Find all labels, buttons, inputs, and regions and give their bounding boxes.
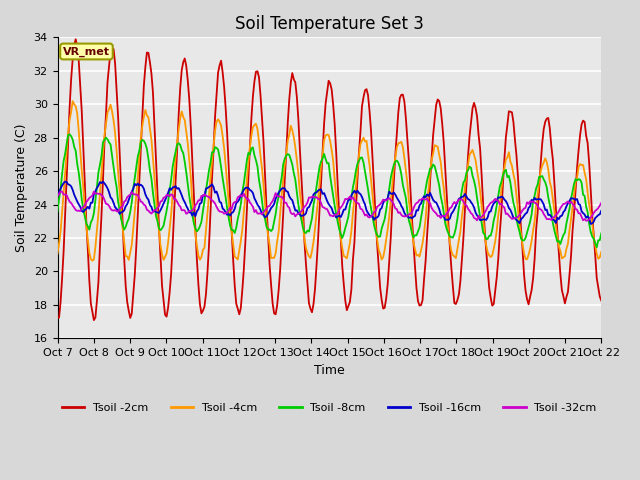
Tsoil -2cm bbox=[597, 298, 605, 303]
Title: Soil Temperature Set 3: Soil Temperature Set 3 bbox=[235, 15, 424, 33]
Tsoil -16cm bbox=[122, 204, 129, 209]
Tsoil -4cm bbox=[237, 239, 244, 244]
X-axis label: Time: Time bbox=[314, 363, 345, 376]
Line: Tsoil -8cm: Tsoil -8cm bbox=[58, 134, 601, 247]
Tsoil -2cm bbox=[570, 211, 578, 216]
Tsoil -32cm bbox=[597, 200, 605, 206]
Tsoil -32cm bbox=[122, 198, 129, 204]
Tsoil -16cm bbox=[293, 207, 301, 213]
Tsoil -2cm bbox=[294, 116, 302, 122]
Tsoil -8cm bbox=[597, 230, 605, 236]
Tsoil -32cm bbox=[217, 209, 225, 215]
Tsoil -8cm bbox=[54, 209, 61, 215]
Tsoil -8cm bbox=[244, 150, 252, 156]
Tsoil -2cm bbox=[237, 305, 244, 311]
Legend: Tsoil -2cm, Tsoil -4cm, Tsoil -8cm, Tsoil -16cm, Tsoil -32cm: Tsoil -2cm, Tsoil -4cm, Tsoil -8cm, Tsoi… bbox=[58, 398, 601, 417]
Tsoil -32cm bbox=[236, 193, 243, 199]
Line: Tsoil -32cm: Tsoil -32cm bbox=[58, 192, 601, 221]
Tsoil -16cm bbox=[61, 179, 69, 184]
Tsoil -32cm bbox=[293, 212, 301, 217]
Tsoil -8cm bbox=[217, 164, 225, 170]
Tsoil -4cm bbox=[54, 251, 61, 257]
Line: Tsoil -4cm: Tsoil -4cm bbox=[58, 101, 601, 261]
Tsoil -4cm bbox=[88, 258, 96, 264]
Tsoil -32cm bbox=[582, 218, 590, 224]
Y-axis label: Soil Temperature (C): Soil Temperature (C) bbox=[15, 123, 28, 252]
Tsoil -8cm bbox=[593, 244, 600, 250]
Tsoil -2cm bbox=[72, 36, 79, 42]
Tsoil -16cm bbox=[236, 197, 243, 203]
Tsoil -4cm bbox=[597, 249, 605, 255]
Tsoil -2cm bbox=[54, 315, 61, 321]
Tsoil -2cm bbox=[219, 69, 227, 75]
Tsoil -8cm bbox=[122, 224, 129, 230]
Tsoil -2cm bbox=[124, 299, 131, 305]
Tsoil -16cm bbox=[569, 196, 577, 202]
Tsoil -32cm bbox=[54, 193, 61, 199]
Tsoil -2cm bbox=[90, 317, 98, 323]
Tsoil -4cm bbox=[219, 133, 227, 139]
Tsoil -32cm bbox=[244, 196, 252, 202]
Tsoil -8cm bbox=[236, 210, 243, 216]
Tsoil -16cm bbox=[597, 208, 605, 214]
Tsoil -32cm bbox=[58, 189, 66, 194]
Tsoil -16cm bbox=[54, 192, 61, 198]
Line: Tsoil -2cm: Tsoil -2cm bbox=[58, 39, 601, 320]
Tsoil -4cm bbox=[246, 144, 253, 150]
Tsoil -32cm bbox=[569, 201, 577, 206]
Tsoil -8cm bbox=[66, 132, 74, 137]
Tsoil -4cm bbox=[570, 191, 578, 197]
Line: Tsoil -16cm: Tsoil -16cm bbox=[58, 181, 601, 224]
Tsoil -4cm bbox=[69, 98, 77, 104]
Tsoil -16cm bbox=[217, 200, 225, 205]
Tsoil -8cm bbox=[293, 189, 301, 195]
Tsoil -16cm bbox=[244, 185, 252, 191]
Tsoil -16cm bbox=[587, 221, 595, 227]
Tsoil -4cm bbox=[124, 253, 131, 259]
Text: VR_met: VR_met bbox=[63, 47, 110, 57]
Tsoil -4cm bbox=[294, 171, 302, 177]
Tsoil -8cm bbox=[569, 189, 577, 194]
Tsoil -2cm bbox=[246, 145, 253, 151]
